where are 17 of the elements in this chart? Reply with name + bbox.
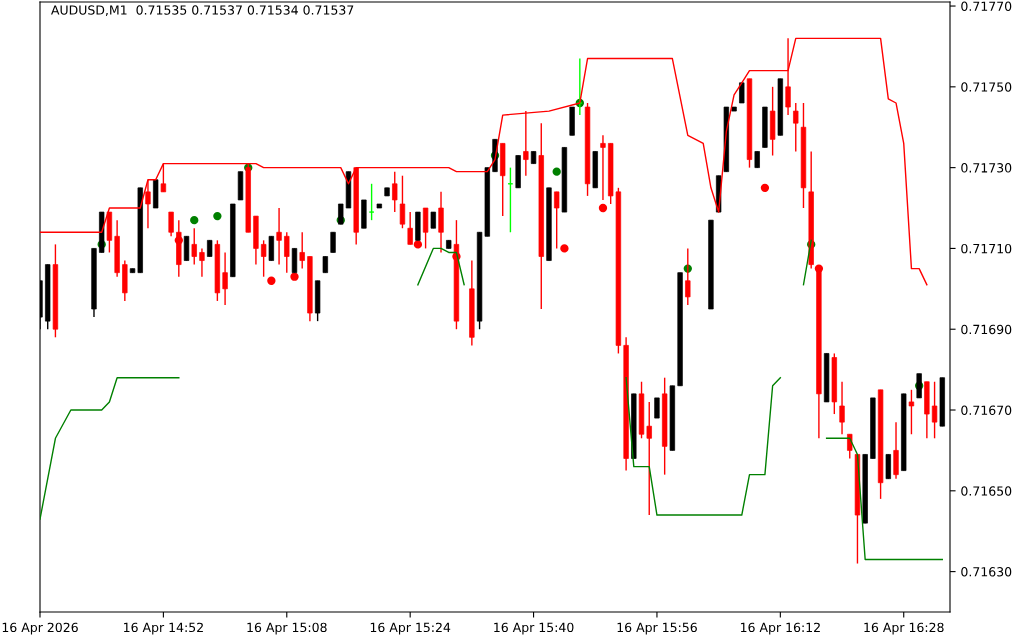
- x-tick-label: 16 Apr 16:28: [864, 622, 944, 635]
- y-tick-label: 0.71770: [961, 1, 1012, 11]
- x-tick-label: 16 Apr 14:52: [124, 622, 203, 635]
- y-tick-label: 0.71710: [961, 243, 1012, 254]
- y-tick-label: 0.71690: [961, 324, 1012, 335]
- x-tick-label: 16 Apr 16:12: [740, 622, 820, 635]
- y-tick-label: 0.71650: [961, 486, 1012, 496]
- y-tick-label: 0.71630: [961, 567, 1012, 577]
- x-tick-label: 16 Apr 15:24: [370, 622, 451, 635]
- x-tick-label: 16 Apr 15:56: [617, 622, 697, 635]
- chart-title: AUDUSD,M1 0.71535 0.71537 0.71534 0.71537: [51, 5, 354, 16]
- y-tick-label: 0.71670: [961, 405, 1012, 415]
- x-tick-label: 16 Apr 15:08: [247, 622, 327, 635]
- x-tick-label: 16 Apr 2026: [2, 622, 78, 635]
- y-tick-label: 0.71730: [961, 163, 1012, 173]
- y-tick-label: 0.71750: [961, 82, 1012, 92]
- x-tick-label: 16 Apr 15:40: [494, 622, 574, 635]
